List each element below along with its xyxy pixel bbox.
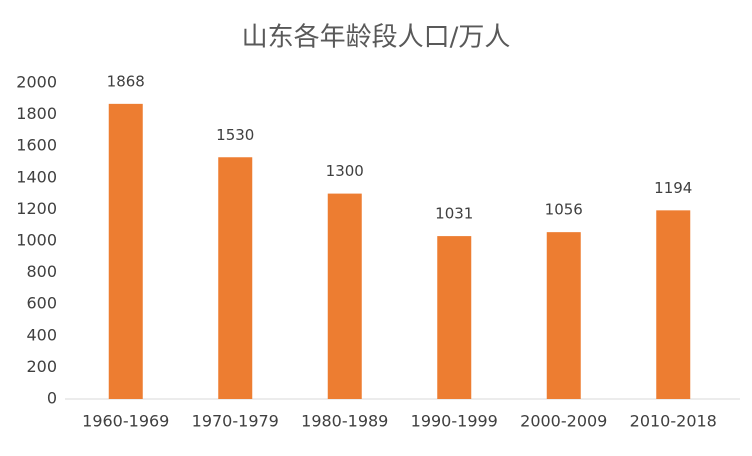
x-tick-label: 1990-1999 (411, 412, 498, 431)
x-tick-label: 1980-1989 (301, 412, 388, 431)
data-label: 1530 (216, 126, 254, 144)
y-tick-label: 1400 (16, 167, 57, 186)
y-tick-label: 800 (26, 262, 57, 281)
y-tick-label: 0 (47, 389, 57, 408)
y-tick-label: 400 (26, 325, 57, 344)
y-tick-label: 600 (26, 294, 57, 313)
y-tick-label: 200 (26, 357, 57, 376)
bar (327, 193, 362, 399)
bar (218, 157, 253, 399)
y-tick-label: 1600 (16, 136, 57, 155)
bar (108, 103, 143, 399)
x-tick-label: 1960-1969 (82, 412, 169, 431)
x-tick-label: 2000-2009 (520, 412, 607, 431)
y-tick-label: 1000 (16, 231, 57, 250)
data-label: 1031 (435, 205, 473, 223)
chart-title: 山东各年龄段人口/万人 (242, 23, 511, 53)
bar (437, 236, 472, 399)
x-tick-label: 2010-2018 (630, 412, 717, 431)
bar (656, 210, 691, 399)
x-tick-label: 1970-1979 (192, 412, 279, 431)
data-label: 1300 (326, 162, 364, 180)
data-label: 1056 (545, 201, 583, 219)
y-tick-label: 2000 (16, 73, 57, 92)
data-label: 1194 (654, 179, 692, 197)
bar (546, 232, 581, 399)
data-label: 1868 (107, 72, 145, 90)
y-tick-label: 1200 (16, 199, 57, 218)
y-tick-label: 1800 (16, 104, 57, 123)
